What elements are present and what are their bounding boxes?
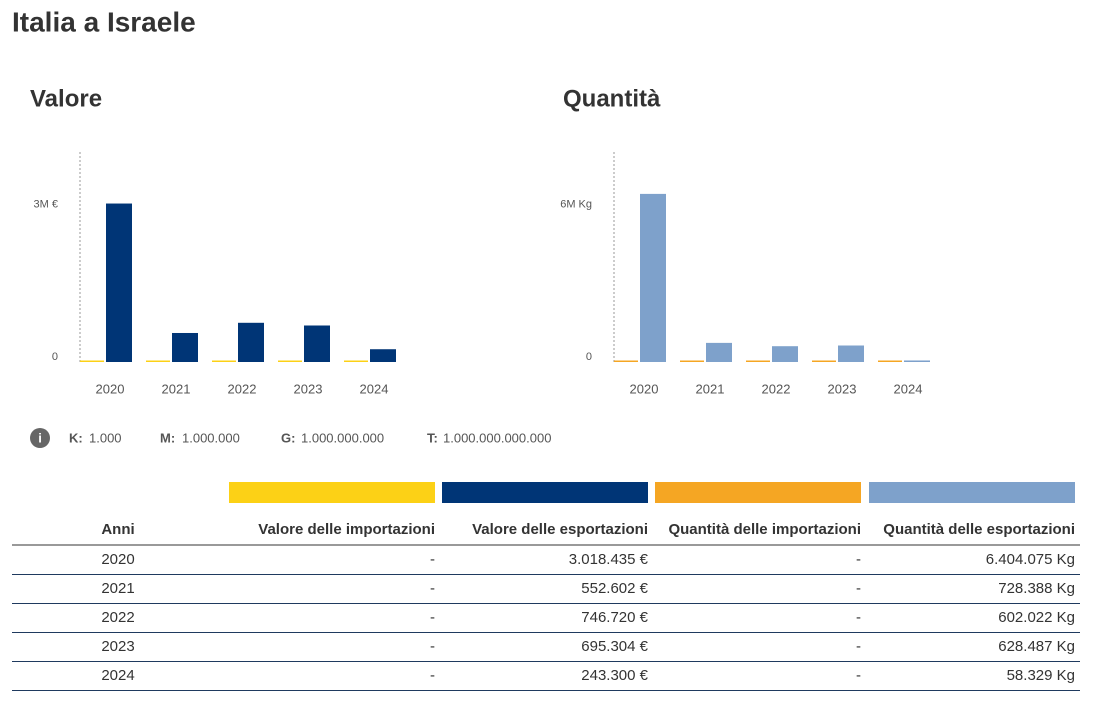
y-tick-label: 3M € [34, 198, 58, 210]
unit-key: K: [69, 430, 83, 445]
table-year: 2022 [101, 609, 134, 626]
table-cell: - [430, 638, 435, 655]
table-cell: - [430, 580, 435, 597]
bar [304, 325, 330, 362]
table-year: 2023 [101, 638, 134, 655]
y-tick-label: 6M Kg [560, 198, 592, 210]
bar [812, 360, 836, 362]
unit-value: 1.000.000 [182, 430, 240, 445]
table-cell: 3.018.435 € [569, 551, 649, 568]
unit-value: 1.000.000.000 [301, 430, 384, 445]
unit-key: T: [427, 430, 438, 445]
bar [370, 349, 396, 362]
table-header: Anni [101, 521, 134, 538]
table-header: Valore delle esportazioni [472, 521, 648, 538]
unit-value: 1.000.000.000.000 [443, 430, 551, 445]
y-tick-label: 0 [586, 351, 592, 363]
info-icon [30, 428, 50, 448]
table-year: 2021 [101, 580, 134, 597]
bar [212, 360, 236, 362]
table-cell: 695.304 € [581, 638, 648, 655]
bar [238, 322, 264, 362]
bar [746, 360, 770, 362]
bar [706, 342, 732, 362]
bar [878, 360, 902, 362]
table-cell: - [430, 667, 435, 684]
legend-swatch [869, 482, 1075, 503]
table-cell: - [856, 667, 861, 684]
legend-swatch [442, 482, 648, 503]
bar [172, 332, 198, 362]
table-cell: 602.022 Kg [998, 609, 1075, 626]
x-tick-label: 2020 [96, 381, 125, 396]
table-cell: - [856, 638, 861, 655]
page-title: Italia a Israele [12, 6, 196, 37]
bar [904, 360, 930, 362]
x-tick-label: 2021 [162, 381, 191, 396]
table-cell: 6.404.075 Kg [986, 551, 1075, 568]
x-tick-label: 2020 [630, 381, 659, 396]
bar [344, 360, 368, 362]
table-year: 2024 [101, 667, 134, 684]
x-tick-label: 2021 [696, 381, 725, 396]
table-cell: - [856, 580, 861, 597]
bar [614, 360, 638, 362]
table-cell: 58.329 Kg [1007, 667, 1075, 684]
table-cell: - [856, 551, 861, 568]
bar [838, 345, 864, 362]
legend-swatch [229, 482, 435, 503]
x-tick-label: 2024 [360, 381, 389, 396]
bar [640, 193, 666, 362]
bar [146, 360, 170, 362]
bar [772, 346, 798, 362]
table-cell: 746.720 € [581, 609, 648, 626]
table-cell: - [430, 551, 435, 568]
table-cell: 552.602 € [581, 580, 648, 597]
bar [106, 203, 132, 362]
x-tick-label: 2022 [228, 381, 257, 396]
table-header: Quantità delle esportazioni [883, 521, 1075, 538]
table-cell: 243.300 € [581, 667, 648, 684]
info-icon-glyph: i [38, 430, 42, 445]
unit-key: G: [281, 430, 295, 445]
table-year: 2020 [101, 551, 134, 568]
x-tick-label: 2022 [762, 381, 791, 396]
unit-value: 1.000 [89, 430, 122, 445]
chart-title: Valore [30, 85, 102, 112]
bar [278, 360, 302, 362]
bar [680, 360, 704, 362]
table-header: Valore delle importazioni [258, 521, 435, 538]
table-header: Quantità delle importazioni [668, 521, 861, 538]
x-tick-label: 2023 [294, 381, 323, 396]
unit-key: M: [160, 430, 175, 445]
x-tick-label: 2023 [828, 381, 857, 396]
y-tick-label: 0 [52, 351, 58, 363]
legend-swatch [655, 482, 861, 503]
table-cell: - [430, 609, 435, 626]
chart-title: Quantità [563, 85, 661, 112]
table-cell: - [856, 609, 861, 626]
table-cell: 628.487 Kg [998, 638, 1075, 655]
x-tick-label: 2024 [894, 381, 923, 396]
bar [80, 360, 104, 362]
table-cell: 728.388 Kg [998, 580, 1075, 597]
